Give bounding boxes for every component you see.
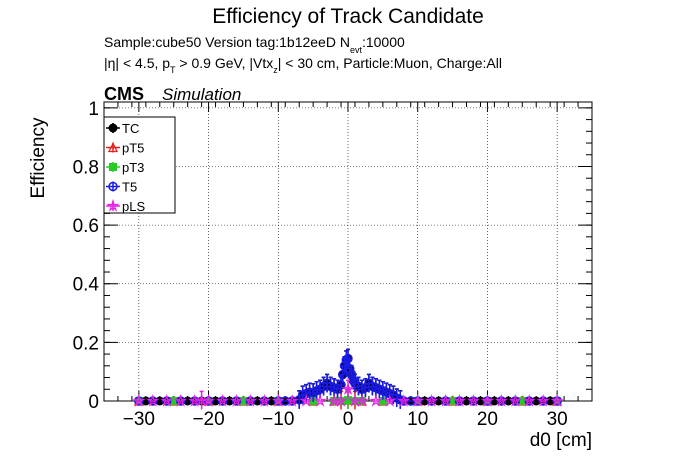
cms-label: CMS	[104, 84, 144, 104]
chart-title: Efficiency of Track Candidate	[212, 5, 484, 28]
data-point-pls	[285, 393, 299, 407]
data-point-pls	[522, 393, 536, 407]
legend-label-pt3: pT3	[122, 160, 144, 175]
series-pls	[132, 379, 564, 410]
data-point-pls	[424, 393, 439, 407]
legend-label-pls: pLS	[122, 199, 145, 214]
data-point-pt3	[378, 397, 387, 405]
legend-marker-pt3	[109, 163, 117, 171]
info-line-2-sub1: T	[170, 65, 176, 75]
data-point-pt3	[518, 397, 527, 405]
data-point-t5	[343, 353, 353, 364]
data-point-pls	[215, 393, 230, 407]
data-point-pls	[452, 393, 467, 407]
y-tick-label: 0.6	[73, 216, 99, 237]
data-point-pt3	[239, 397, 248, 405]
info-line-2-b: > 0.9 GeV, |Vtx	[176, 55, 274, 71]
simulation-label: Simulation	[162, 85, 241, 104]
data-point-pls	[536, 393, 550, 407]
data-point-pls	[243, 393, 258, 407]
data-point-pls	[397, 393, 411, 407]
legend-marker-pls	[106, 198, 120, 212]
legend-marker-pt5	[107, 142, 119, 153]
data-point-pls	[480, 393, 495, 407]
y-tick-label: 0	[88, 392, 99, 413]
data-point-t5	[336, 380, 346, 390]
data-point-pls	[466, 393, 481, 407]
x-tick-label: −10	[262, 409, 294, 430]
data-point-pls	[410, 393, 425, 407]
y-tick-label: 1	[88, 99, 99, 120]
data-point-pls	[271, 393, 286, 407]
axes: −30 −20 −10 0 10 20 30 0 0.2 0.4 0.6 0.8 1	[73, 99, 593, 430]
data-point-pls	[334, 393, 348, 407]
info-line-1: Sample:cube50 Version tag:1b12eeD Nevt:1…	[104, 34, 405, 55]
info-line-1-tail: :10000	[362, 34, 405, 50]
data-point-pls	[369, 393, 383, 407]
info-line-1-sub: evt	[350, 45, 363, 55]
data-point-pls	[299, 393, 313, 407]
legend-label-t5: T5	[122, 180, 137, 195]
x-axis-label: d0 [cm]	[530, 430, 592, 451]
data-point-pls	[508, 393, 523, 407]
data-point-pls	[146, 393, 160, 407]
x-tick-label: 30	[547, 409, 568, 430]
info-line-2-c: | < 30 cm, Particle:Muon, Charge:All	[278, 55, 502, 71]
data-point-pls	[438, 393, 453, 407]
info-line-2-sub2: z	[273, 65, 278, 75]
data-point-pls	[313, 393, 327, 407]
y-tick-label: 0.2	[73, 333, 99, 354]
data-point-pls	[257, 393, 272, 407]
data-point-pt3	[448, 397, 457, 405]
y-axis-label: Efficiency	[28, 117, 49, 198]
info-line-2: |η| < 4.5, pT > 0.9 GeV, |Vtxz| < 30 cm,…	[104, 55, 502, 75]
y-tick-label: 0.8	[73, 157, 99, 178]
data-point-pls	[383, 393, 397, 407]
x-tick-label: 10	[407, 409, 428, 430]
info-line-1-main: Sample:cube50 Version tag:1b12eeD N	[104, 34, 350, 50]
legend-marker-tc	[108, 123, 118, 133]
data-point-pls	[201, 393, 216, 407]
data-point-pt3	[169, 397, 178, 405]
legend-marker-t5	[108, 181, 118, 192]
info-line-2-a: |η| < 4.5, p	[104, 55, 170, 71]
x-tick-label: 0	[343, 409, 354, 430]
x-tick-label: −30	[123, 409, 155, 430]
legend-label-pt5: pT5	[122, 141, 144, 156]
data-point-pls	[229, 393, 244, 407]
legend-label-tc: TC	[122, 121, 139, 136]
data-point-pls	[494, 393, 509, 407]
data-point-pls	[550, 393, 564, 407]
data-point-pls	[132, 393, 146, 407]
data-point-pls	[160, 393, 174, 407]
data-point-t5	[344, 364, 355, 374]
data-point-pls	[173, 393, 188, 407]
data-series	[132, 348, 564, 410]
data-point-pls	[355, 393, 369, 407]
legend: TC pT5 pT3 T5 pLS	[103, 116, 176, 214]
data-point-pls	[341, 382, 355, 396]
x-tick-label: 20	[477, 409, 498, 430]
x-tick-label: −20	[192, 409, 224, 430]
y-tick-label: 0.4	[73, 275, 100, 296]
data-point-pt3	[344, 396, 352, 405]
